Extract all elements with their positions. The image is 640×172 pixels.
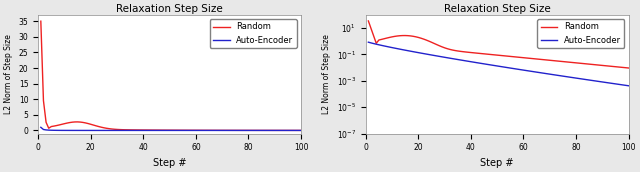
Random (625, 67, 632, 69)
Random (365, 20, 372, 22)
Auto-Encoder (499, 66, 506, 68)
Line: Auto-Encoder: Auto-Encoder (41, 127, 301, 130)
Y-axis label: L2 Norm of Step Size: L2 Norm of Step Size (322, 34, 331, 114)
Auto-Encoder (604, 82, 611, 84)
Auto-Encoder (171, 129, 179, 131)
Random (612, 66, 620, 68)
Random (97, 126, 105, 128)
Random (87, 123, 95, 125)
Legend: Random, Auto-Encoder: Random, Auto-Encoder (538, 19, 625, 48)
Line: Random: Random (369, 21, 628, 68)
Random (520, 57, 527, 59)
Random (276, 129, 284, 131)
Legend: Random, Auto-Encoder: Random, Auto-Encoder (210, 19, 297, 48)
Random (297, 129, 305, 131)
Auto-Encoder (87, 129, 95, 131)
Title: Relaxation Step Size: Relaxation Step Size (444, 4, 550, 14)
Auto-Encoder (415, 52, 422, 54)
Title: Relaxation Step Size: Relaxation Step Size (116, 4, 223, 14)
Auto-Encoder (425, 53, 433, 56)
Line: Random: Random (41, 21, 301, 130)
Random (37, 20, 45, 22)
Auto-Encoder (284, 129, 292, 131)
Random (415, 36, 422, 39)
Auto-Encoder (520, 69, 527, 71)
Auto-Encoder (192, 129, 200, 131)
Random (499, 55, 506, 57)
Auto-Encoder (37, 126, 45, 128)
Y-axis label: L2 Norm of Step Size: L2 Norm of Step Size (4, 34, 13, 114)
Random (284, 129, 292, 131)
Auto-Encoder (365, 41, 372, 43)
Auto-Encoder (276, 129, 284, 131)
X-axis label: Step #: Step # (481, 158, 514, 168)
X-axis label: Step #: Step # (153, 158, 186, 168)
Line: Auto-Encoder: Auto-Encoder (369, 42, 628, 86)
Random (604, 65, 611, 67)
Random (425, 40, 433, 42)
Random (171, 129, 179, 131)
Auto-Encoder (297, 129, 305, 131)
Auto-Encoder (625, 85, 632, 87)
Random (192, 129, 200, 131)
Auto-Encoder (612, 83, 620, 85)
Auto-Encoder (97, 129, 105, 131)
